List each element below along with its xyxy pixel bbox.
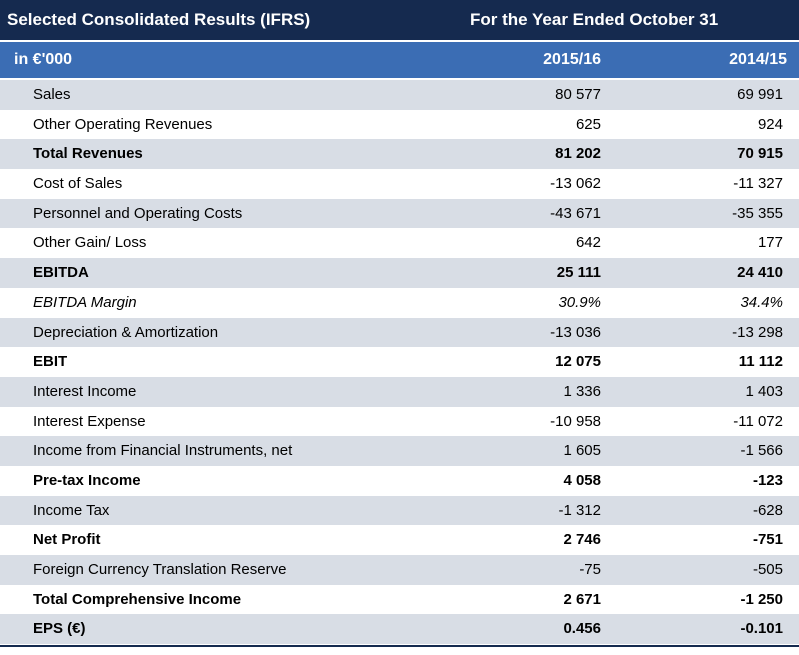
column-header-bar: in €'000 2015/16 2014/15 bbox=[0, 42, 799, 78]
row-value-2015-16: -13 062 bbox=[550, 175, 601, 193]
table-body: Sales 80 577 69 991 Other Operating Revenue… bbox=[0, 80, 799, 645]
table-bottom-rule bbox=[0, 645, 799, 647]
table-row: Sales 80 577 69 991 bbox=[0, 80, 799, 110]
row-value-2014-15: -11 072 bbox=[733, 412, 783, 430]
row-value-2015-16: 81 202 bbox=[555, 145, 601, 163]
row-label: EBITDA bbox=[33, 264, 89, 282]
row-value-2014-15: -35 355 bbox=[732, 204, 783, 222]
table-row: EPS (€) 0.456 -0.101 bbox=[0, 614, 799, 645]
row-value-2015-16: 1 605 bbox=[563, 442, 601, 460]
row-label: Other Operating Revenues bbox=[33, 115, 213, 133]
row-value-2014-15: -11 327 bbox=[733, 175, 783, 193]
row-value-2014-15: -628 bbox=[752, 501, 783, 519]
row-label: Foreign Currency Translation Reserve bbox=[33, 561, 287, 578]
column-header-2014-15: 2014/15 bbox=[729, 51, 787, 68]
row-label: EPS (€) bbox=[33, 620, 86, 638]
row-value-2015-16: -75 bbox=[579, 561, 601, 578]
row-label: Interest Income bbox=[33, 382, 137, 400]
column-header-2015-16: 2015/16 bbox=[543, 51, 601, 68]
table-row: Other Gain/ Loss 642 177 bbox=[0, 228, 799, 258]
table-row: Income from Financial Instruments, net 1 … bbox=[0, 436, 799, 466]
row-value-2014-15: 69 991 bbox=[737, 86, 783, 103]
row-label: Total Revenues bbox=[33, 145, 143, 163]
row-value-2015-16: 4 058 bbox=[563, 471, 601, 489]
row-label: Depreciation & Amortization bbox=[33, 323, 219, 341]
table-title: Selected Consolidated Results (IFRS) bbox=[7, 10, 311, 29]
row-label: Other Gain/ Loss bbox=[33, 234, 147, 252]
row-value-2015-16: 0.456 bbox=[563, 620, 601, 638]
row-label: Sales bbox=[33, 86, 71, 103]
title-bar: Selected Consolidated Results (IFRS) For… bbox=[0, 0, 799, 40]
row-value-2014-15: -751 bbox=[752, 531, 783, 549]
table-row: Pre-tax Income 4 058 -123 bbox=[0, 466, 799, 496]
table-row: EBITDA Margin 30.9% 34.4% bbox=[0, 288, 799, 318]
row-value-2014-15: -1 250 bbox=[740, 590, 783, 608]
row-value-2014-15: 924 bbox=[757, 115, 783, 133]
row-value-2015-16: 12 075 bbox=[555, 353, 601, 371]
table-row: Total Revenues 81 202 70 915 bbox=[0, 139, 799, 170]
row-value-2014-15: -1 566 bbox=[740, 442, 783, 460]
row-label: Total Comprehensive Income bbox=[33, 590, 242, 608]
row-value-2015-16: -10 958 bbox=[550, 412, 601, 430]
row-value-2015-16: -1 312 bbox=[558, 501, 601, 519]
row-value-2014-15: -0.101 bbox=[740, 620, 783, 638]
table-row: Net Profit 2 746 -751 bbox=[0, 525, 799, 555]
row-value-2014-15: 70 915 bbox=[737, 145, 783, 163]
row-value-2015-16: 625 bbox=[575, 115, 601, 133]
table-row: Foreign Currency Translation Reserve -75 -… bbox=[0, 555, 799, 585]
row-label: EBIT bbox=[33, 353, 68, 371]
row-value-2015-16: 1 336 bbox=[563, 382, 601, 400]
row-label: Cost of Sales bbox=[33, 175, 123, 193]
unit-label: in €'000 bbox=[14, 51, 73, 68]
table-row: Interest Income 1 336 1 403 bbox=[0, 376, 799, 407]
row-value-2015-16: 80 577 bbox=[555, 86, 601, 103]
table-row: Other Operating Revenues 625 924 bbox=[0, 110, 799, 140]
table-row: Total Comprehensive Income 2 671 -1 250 bbox=[0, 585, 799, 615]
table-row: EBIT 12 075 11 112 bbox=[0, 347, 799, 377]
table-row: Depreciation & Amortization -13 036 -13 29… bbox=[0, 317, 799, 348]
row-value-2015-16: 25 111 bbox=[556, 264, 601, 282]
row-label: Interest Expense bbox=[33, 412, 146, 430]
table-row: Personnel and Operating Costs -43 671 -35 … bbox=[0, 198, 799, 229]
row-value-2015-16: -13 036 bbox=[550, 323, 601, 341]
row-value-2015-16: 30.9% bbox=[558, 293, 601, 311]
row-value-2014-15: -13 298 bbox=[732, 323, 783, 341]
row-value-2015-16: 2 671 bbox=[563, 590, 601, 608]
row-value-2014-15: 34.4% bbox=[740, 293, 783, 311]
row-value-2014-15: -505 bbox=[752, 561, 783, 578]
table-row: Income Tax -1 312 -628 bbox=[0, 495, 799, 526]
row-value-2014-15: 24 410 bbox=[737, 264, 783, 282]
row-label: EBITDA Margin bbox=[33, 293, 137, 311]
row-label: Pre-tax Income bbox=[33, 471, 141, 489]
row-value-2014-15: -123 bbox=[752, 471, 783, 489]
row-value-2015-16: 2 746 bbox=[563, 531, 601, 549]
row-label: Income from Financial Instruments, net bbox=[33, 442, 293, 460]
row-value-2015-16: -43 671 bbox=[550, 204, 601, 222]
period-label: For the Year Ended October 31 bbox=[470, 10, 719, 29]
row-label: Net Profit bbox=[33, 531, 101, 549]
table-row: EBITDA 25 111 24 410 bbox=[0, 258, 799, 288]
table-row: Cost of Sales -13 062 -11 327 bbox=[0, 169, 799, 199]
row-value-2014-15: 177 bbox=[757, 234, 783, 252]
row-label: Personnel and Operating Costs bbox=[33, 204, 243, 222]
row-label: Income Tax bbox=[33, 501, 110, 519]
table-row: Interest Expense -10 958 -11 072 bbox=[0, 407, 799, 437]
row-value-2015-16: 642 bbox=[575, 234, 601, 252]
row-value-2014-15: 1 403 bbox=[745, 382, 783, 400]
row-value-2014-15: 11 112 bbox=[738, 353, 783, 371]
